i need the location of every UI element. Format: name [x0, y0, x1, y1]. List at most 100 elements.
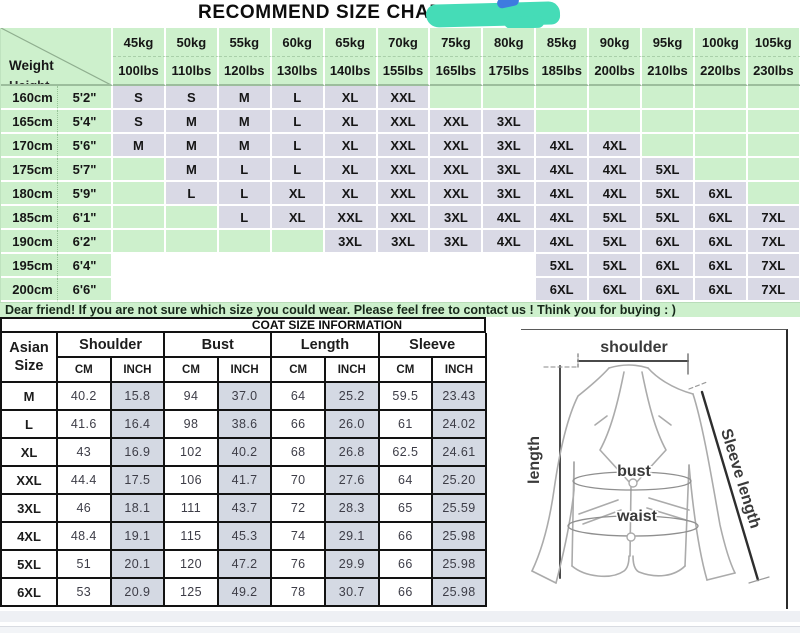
jacket-line-art: shoulder length bust waist Sleeve length: [525, 338, 770, 584]
coat-measure-value: 28.3: [325, 495, 380, 523]
height-cm-cell: 190cm: [1, 230, 58, 254]
size-value-cell: M: [218, 134, 272, 158]
coat-measure-value: 74: [272, 523, 326, 551]
weight-lbs-header: 100lbs: [113, 57, 166, 86]
weight-kg-header: 90kg: [589, 28, 643, 57]
size-value-cell: S: [113, 110, 166, 134]
coat-measure-value: 25.98: [433, 523, 487, 551]
coat-measure-value: 46: [58, 495, 112, 523]
measure-group-header: Length: [272, 333, 380, 358]
unit-header: CM: [165, 358, 219, 383]
coat-measure-value: 66: [379, 551, 434, 579]
unit-header: CM: [379, 358, 434, 383]
coat-measure-value: 23.43: [433, 383, 487, 411]
size-value-cell: M: [218, 110, 272, 134]
size-value-cell: 3XL: [430, 230, 484, 254]
empty-cell: [165, 278, 219, 302]
coat-measure-value: 94: [165, 383, 219, 411]
empty-cell: [113, 278, 166, 302]
height-ft-cell: 6'6": [58, 278, 113, 302]
coat-measure-value: 51: [58, 551, 112, 579]
size-value-cell: XXL: [377, 134, 431, 158]
asian-label: Asian: [9, 340, 49, 356]
coat-measure-value: 16.4: [111, 411, 166, 439]
height-ft-cell: 5'6": [58, 134, 113, 158]
height-ft-cell: 6'4": [58, 254, 113, 278]
weight-lbs-header: 130lbs: [271, 57, 325, 86]
coat-measure-value: 45.3: [218, 523, 273, 551]
size-value-cell: 6XL: [694, 254, 748, 278]
coat-measure-value: 43: [58, 439, 112, 467]
size-value-cell: 6XL: [694, 278, 748, 302]
recommend-size-table: Weight Height 45kg 50kg 55kg 60kg 65kg 70kg 75…: [0, 28, 800, 302]
weight-lbs-header: 210lbs: [642, 57, 695, 86]
size-value-cell: 3XL: [483, 158, 537, 182]
empty-cell: [589, 110, 643, 134]
empty-cell: [165, 230, 219, 254]
page-title: RECOMMEND SIZE CHART: [198, 2, 456, 23]
coat-measure-value: 49.2: [218, 579, 273, 607]
coat-measure-value: 43.7: [218, 495, 273, 523]
height-cm-cell: 180cm: [1, 182, 58, 206]
weight-kg-header: 55kg: [218, 28, 272, 57]
bust-label: bust: [617, 463, 651, 480]
measure-group-header: Sleeve: [379, 333, 487, 358]
coat-measure-value: 102: [165, 439, 219, 467]
coat-size-label: L: [2, 411, 58, 439]
weight-lbs-header: 200lbs: [589, 57, 643, 86]
weight-kg-header: 70kg: [377, 28, 431, 57]
height-cm-cell: 195cm: [1, 254, 58, 278]
weight-axis-label: Weight: [9, 58, 54, 73]
empty-cell: [165, 254, 219, 278]
coat-size-label: M: [2, 383, 58, 411]
measure-group-header: Shoulder: [58, 333, 166, 358]
coat-measure-value: 68: [272, 439, 326, 467]
unit-header: CM: [272, 358, 326, 383]
coat-measure-value: 38.6: [218, 411, 273, 439]
coat-measure-value: 25.20: [433, 467, 487, 495]
coat-measure-value: 47.2: [218, 551, 273, 579]
coat-size-label: 4XL: [2, 523, 58, 551]
empty-cell: [324, 278, 378, 302]
coat-measure-value: 27.6: [325, 467, 380, 495]
size-value-cell: 7XL: [747, 206, 800, 230]
empty-cell: [113, 182, 166, 206]
size-value-cell: 3XL: [377, 230, 431, 254]
weight-kg-header: 80kg: [483, 28, 537, 57]
size-value-cell: 7XL: [747, 230, 800, 254]
size-value-cell: M: [165, 158, 219, 182]
size-value-cell: XL: [324, 158, 378, 182]
teal-scribble-mark: [425, 1, 561, 28]
unit-header: INCH: [325, 358, 380, 383]
empty-cell: [113, 206, 166, 230]
size-value-cell: 4XL: [536, 230, 590, 254]
coat-measure-value: 106: [165, 467, 219, 495]
size-value-cell: 3XL: [324, 230, 378, 254]
empty-cell: [747, 134, 800, 158]
coat-measure-value: 25.98: [433, 579, 487, 607]
size-value-cell: L: [218, 158, 272, 182]
coat-measure-value: 66: [379, 523, 434, 551]
size-value-cell: XL: [324, 134, 378, 158]
coat-measure-value: 41.7: [218, 467, 273, 495]
weight-kg-header: 95kg: [642, 28, 695, 57]
coat-measure-value: 48.4: [58, 523, 112, 551]
coat-measure-value: 25.59: [433, 495, 487, 523]
coat-measure-value: 25.98: [433, 551, 487, 579]
size-value-cell: M: [218, 86, 272, 110]
empty-cell: [113, 254, 166, 278]
empty-cell: [536, 86, 590, 110]
bottom-gray-band: [0, 611, 800, 622]
size-value-cell: 7XL: [747, 278, 800, 302]
empty-cell: [483, 278, 537, 302]
measure-group-header: Bust: [165, 333, 273, 358]
coat-measure-value: 17.5: [111, 467, 166, 495]
size-value-cell: L: [271, 86, 325, 110]
size-value-cell: L: [271, 134, 325, 158]
empty-cell: [271, 230, 325, 254]
size-value-cell: 4XL: [536, 134, 590, 158]
size-value-cell: XL: [271, 206, 325, 230]
unit-header: INCH: [433, 358, 487, 383]
height-ft-cell: 5'2": [58, 86, 113, 110]
